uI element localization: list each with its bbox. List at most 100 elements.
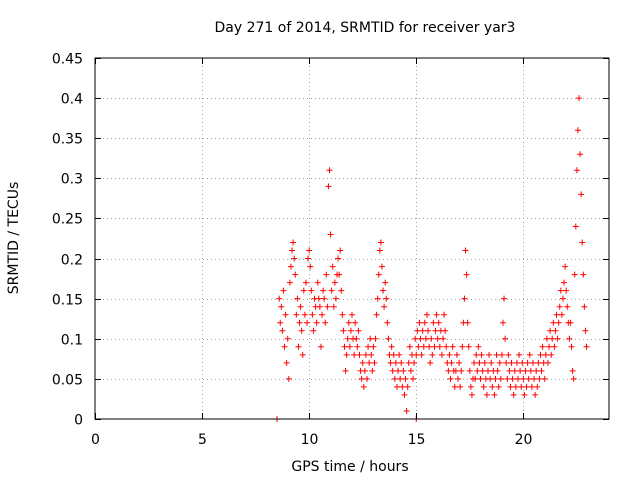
- data-point: [396, 351, 403, 358]
- data-point: [363, 375, 370, 382]
- data-point: [417, 335, 424, 342]
- data-point: [335, 255, 342, 262]
- data-point: [361, 367, 368, 374]
- data-point: [468, 391, 475, 398]
- data-point: [416, 319, 423, 326]
- data-point: [321, 295, 328, 302]
- data-point: [295, 343, 302, 350]
- data-point: [286, 279, 293, 286]
- data-point: [397, 375, 404, 382]
- y-tick-label: 0.2: [61, 253, 83, 269]
- data-point: [578, 191, 585, 198]
- data-point: [326, 167, 333, 174]
- data-point: [353, 335, 360, 342]
- data-point: [567, 319, 574, 326]
- data-point: [568, 343, 575, 350]
- data-point: [387, 359, 394, 366]
- data-point: [316, 303, 323, 310]
- data-point: [298, 327, 305, 334]
- data-point: [381, 303, 388, 310]
- data-point: [366, 359, 373, 366]
- data-point: [523, 383, 530, 390]
- data-point: [542, 351, 549, 358]
- data-point: [328, 287, 335, 294]
- data-point: [581, 303, 588, 310]
- data-point: [561, 279, 568, 286]
- data-point: [401, 391, 408, 398]
- data-point: [517, 367, 524, 374]
- data-point: [371, 359, 378, 366]
- data-point: [497, 375, 504, 382]
- data-point: [443, 343, 450, 350]
- data-point: [464, 319, 471, 326]
- data-point: [549, 335, 556, 342]
- data-point: [391, 375, 398, 382]
- data-point: [518, 383, 525, 390]
- data-point: [407, 367, 414, 374]
- y-tick-label: 0.4: [61, 92, 83, 108]
- data-point: [506, 367, 513, 374]
- data-point: [378, 263, 385, 270]
- data-point: [365, 343, 372, 350]
- data-point: [504, 375, 511, 382]
- data-point: [558, 311, 565, 318]
- data-point: [346, 343, 353, 350]
- data-point: [377, 239, 384, 246]
- data-point: [570, 375, 577, 382]
- data-point: [301, 311, 308, 318]
- data-point: [516, 351, 523, 358]
- data-point: [314, 279, 321, 286]
- data-point: [322, 319, 329, 326]
- data-point: [425, 327, 432, 334]
- data-point: [324, 303, 331, 310]
- data-point: [382, 279, 389, 286]
- data-point: [537, 351, 544, 358]
- data-point: [466, 367, 473, 374]
- data-point: [566, 335, 573, 342]
- data-point: [359, 359, 366, 366]
- data-point: [554, 335, 561, 342]
- data-points: [274, 95, 590, 422]
- data-point: [330, 303, 337, 310]
- data-point: [343, 351, 350, 358]
- data-point: [576, 95, 583, 102]
- data-point: [291, 255, 298, 262]
- x-axis-label: GPS time / hours: [291, 459, 408, 475]
- data-point: [557, 287, 564, 294]
- data-point: [547, 327, 554, 334]
- data-point: [483, 391, 490, 398]
- data-point: [434, 335, 441, 342]
- data-point: [475, 343, 482, 350]
- data-point: [486, 351, 493, 358]
- data-point: [456, 359, 463, 366]
- data-point: [535, 359, 542, 366]
- data-point: [293, 311, 300, 318]
- data-point: [478, 351, 485, 358]
- data-point: [388, 343, 395, 350]
- data-point: [552, 327, 559, 334]
- data-point: [413, 351, 420, 358]
- data-point: [491, 391, 498, 398]
- data-point: [477, 375, 484, 382]
- data-point: [430, 319, 437, 326]
- data-point: [395, 367, 402, 374]
- data-point: [520, 375, 527, 382]
- data-point: [392, 359, 399, 366]
- data-point: [527, 367, 534, 374]
- data-point: [308, 287, 315, 294]
- data-point: [423, 311, 430, 318]
- data-point: [505, 351, 512, 358]
- data-point: [289, 247, 296, 254]
- data-point: [577, 151, 584, 158]
- data-point: [574, 127, 581, 134]
- data-point: [448, 359, 455, 366]
- data-point: [354, 343, 361, 350]
- data-point: [398, 359, 405, 366]
- data-point: [507, 383, 514, 390]
- data-point: [525, 375, 532, 382]
- data-point: [304, 319, 311, 326]
- data-point: [514, 375, 521, 382]
- data-point: [512, 383, 519, 390]
- y-tick-label: 0.3: [61, 172, 83, 188]
